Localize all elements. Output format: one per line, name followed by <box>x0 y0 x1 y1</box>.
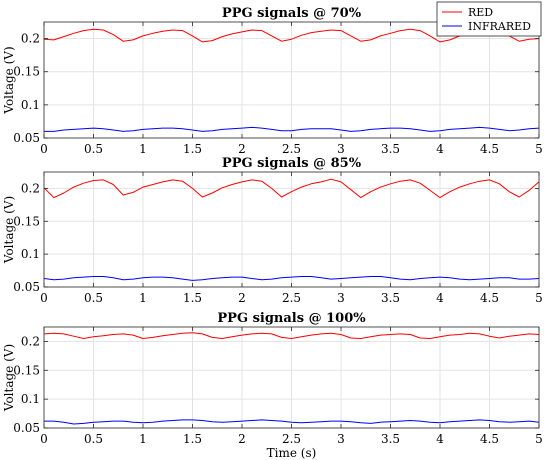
x-tick-label: 3.5 <box>381 291 400 305</box>
x-tick-label: 4 <box>436 142 444 156</box>
x-tick-label: 2 <box>238 432 246 446</box>
x-tick-label: 1.5 <box>183 142 202 156</box>
y-tick-label: 0.05 <box>13 131 40 145</box>
y-axis-label: Voltage (V) <box>2 196 16 264</box>
x-tick-label: 3.5 <box>381 432 400 446</box>
y-tick-label: 0.1 <box>21 247 40 261</box>
y-tick-label: 0.15 <box>13 214 40 228</box>
x-tick-label: 0.5 <box>84 432 103 446</box>
x-tick-label: 5 <box>535 142 543 156</box>
x-tick-label: 3 <box>337 432 345 446</box>
x-tick-label: 1 <box>139 432 147 446</box>
x-tick-label: 4.5 <box>480 291 499 305</box>
x-tick-label: 0.5 <box>84 291 103 305</box>
x-axis-label: Time (s) <box>267 446 317 460</box>
x-tick-label: 5 <box>535 432 543 446</box>
series-line-infrared <box>44 419 540 425</box>
x-tick-label: 3 <box>337 142 345 156</box>
x-tick-label: 4 <box>436 291 444 305</box>
y-tick-label: 0.1 <box>21 392 40 406</box>
x-tick-label: 0 <box>40 291 48 305</box>
x-tick-label: 1 <box>139 142 147 156</box>
y-axis-label: Voltage (V) <box>2 46 16 114</box>
x-tick-label: 0.5 <box>84 142 103 156</box>
legend-label-infrared: INFRARED <box>468 20 531 33</box>
series-line-red <box>43 332 540 339</box>
legend-label-red: RED <box>468 6 493 19</box>
y-tick-label: 0.05 <box>13 421 40 435</box>
x-tick-label: 1.5 <box>183 291 202 305</box>
x-tick-label: 3 <box>337 291 345 305</box>
panel-title: PPG signals @ 85% <box>222 156 362 171</box>
panel-2: 0 0.5 1 1.5 2 2.5 3 3.5 4 4.5 5 0.05 0.1 0.15 0.2 PPG s… <box>2 156 543 305</box>
x-tick-label: 0 <box>40 142 48 156</box>
y-tick-label: 0.15 <box>13 363 40 377</box>
y-axis-label: Voltage (V) <box>2 344 16 412</box>
y-tick-label: 0.2 <box>21 181 40 195</box>
series-line-red <box>43 28 540 43</box>
panel-3: 0 0.5 1 1.5 2 2.5 3 3.5 4 4.5 5 0.05 0.1 0.15 0.2 PPG s… <box>2 311 543 460</box>
y-tick-label: 0.1 <box>21 98 40 112</box>
x-tick-label: 1 <box>139 291 147 305</box>
x-tick-label: 2 <box>238 142 246 156</box>
panel-title: PPG signals @ 100% <box>217 311 366 326</box>
panel-1: 0 0.5 1 1.5 2 2.5 3 3.5 4 4.5 5 0.05 0.1 0.15 0.2 PPG s… <box>2 6 543 156</box>
x-tick-label: 0 <box>40 432 48 446</box>
y-tick-label: 0.15 <box>13 65 40 79</box>
x-tick-label: 2.5 <box>282 432 301 446</box>
x-tick-label: 2 <box>238 291 246 305</box>
series-line-red <box>43 178 540 199</box>
y-tick-label: 0.2 <box>21 334 40 348</box>
y-tick-label: 0.05 <box>13 280 40 294</box>
x-tick-label: 2.5 <box>282 291 301 305</box>
series-line-infrared <box>43 276 540 281</box>
x-tick-label: 4.5 <box>480 432 499 446</box>
panel-title: PPG signals @ 70% <box>222 6 362 21</box>
x-tick-label: 4.5 <box>480 142 499 156</box>
x-tick-label: 3.5 <box>381 142 400 156</box>
series-line-infrared <box>44 126 540 132</box>
x-tick-label: 1.5 <box>183 432 202 446</box>
x-tick-label: 4 <box>436 432 444 446</box>
x-tick-label: 2.5 <box>282 142 301 156</box>
legend-box <box>436 1 542 37</box>
y-tick-label: 0.2 <box>21 32 40 46</box>
x-tick-label: 5 <box>535 291 543 305</box>
